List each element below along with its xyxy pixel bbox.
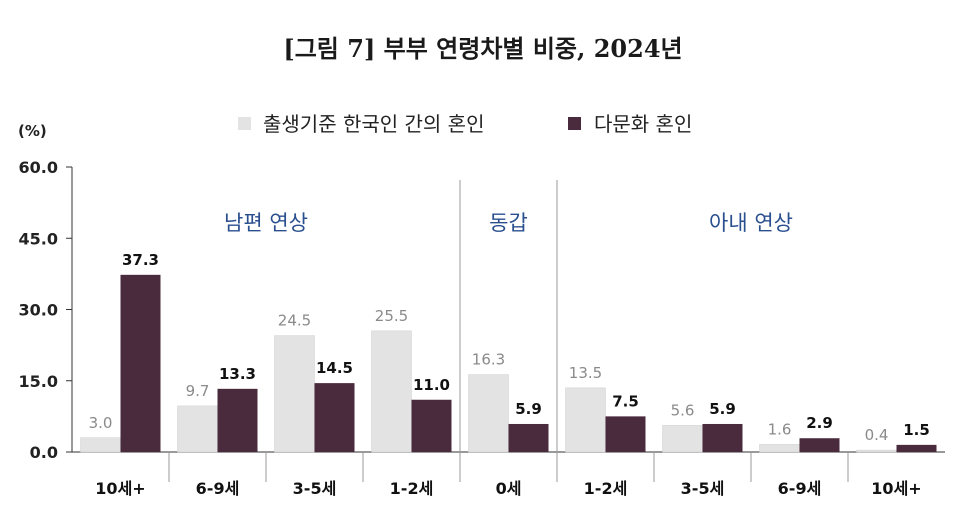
value-label-series-a: 3.0: [89, 414, 113, 432]
value-label-series-a: 9.7: [186, 382, 210, 400]
bar-series-b: [120, 274, 161, 452]
value-label-series-b: 1.5: [903, 421, 930, 439]
bar-series-a: [565, 387, 606, 453]
group-label: 동갑: [489, 211, 528, 235]
bar-series-a: [662, 425, 703, 453]
value-label-series-a: 1.6: [768, 420, 792, 438]
legend-swatch-series-a: [238, 117, 251, 130]
bar-series-a: [274, 335, 315, 453]
value-label-series-a: 5.6: [671, 401, 695, 419]
value-label-series-b: 7.5: [612, 392, 639, 410]
group-labels: 남편 연상 동갑 아내 연상: [224, 211, 793, 235]
bars: 3.0 37.3 9.7 13.3 24.5 14.5 25.5 11.0 16.3 5.9 13.…: [80, 251, 937, 453]
x-category-label: 3-5세: [681, 479, 725, 498]
x-category-label: 0세: [496, 479, 522, 498]
x-category-label: 3-5세: [293, 479, 337, 498]
value-label-series-b: 11.0: [413, 376, 450, 394]
y-axis-ticks: 0.0 15.0 30.0 45.0 60.0: [19, 158, 72, 462]
bar-series-b: [411, 399, 452, 452]
y-unit-label: (%): [18, 122, 47, 140]
value-label-series-a: 25.5: [375, 307, 408, 325]
legend-label-series-a: 출생기준 한국인 간의 혼인: [263, 112, 484, 136]
y-tick-label: 0.0: [30, 443, 58, 462]
bar-series-a: [80, 437, 121, 453]
value-label-series-b: 13.3: [219, 365, 256, 383]
legend-label-series-b: 다문화 혼인: [594, 112, 692, 136]
value-label-series-b: 2.9: [806, 414, 833, 432]
value-label-series-b: 5.9: [709, 400, 736, 418]
legend-swatch-series-b: [568, 117, 581, 130]
group-dividers: [459, 180, 558, 452]
bar-series-b: [702, 423, 743, 452]
bar-series-b: [508, 423, 549, 452]
x-category-label: 1-2세: [584, 479, 628, 498]
x-category-label: 10세+: [95, 479, 145, 498]
x-axis-labels: 10세+ 6-9세 3-5세 1-2세 0세 1-2세 3-5세 6-9세 10세+: [95, 452, 922, 498]
value-label-series-b: 5.9: [515, 400, 542, 418]
y-tick-label: 30.0: [19, 301, 58, 320]
value-label-series-a: 13.5: [569, 364, 602, 382]
value-label-series-b: 37.3: [122, 251, 159, 269]
x-category-label: 6-9세: [778, 479, 822, 498]
legend: 출생기준 한국인 간의 혼인 다문화 혼인: [238, 112, 692, 136]
group-label: 남편 연상: [224, 211, 308, 235]
value-label-series-b: 14.5: [316, 359, 353, 377]
value-label-series-a: 24.5: [278, 312, 311, 330]
value-label-series-a: 0.4: [865, 426, 889, 444]
bar-series-b: [605, 416, 646, 452]
value-label-series-a: 16.3: [472, 351, 505, 369]
y-tick-label: 60.0: [19, 158, 58, 177]
x-category-label: 10세+: [871, 479, 921, 498]
y-tick-label: 15.0: [19, 372, 58, 391]
bar-series-a: [468, 374, 509, 453]
bar-series-a: [177, 405, 218, 453]
bar-series-b: [217, 388, 258, 452]
bar-series-a: [856, 449, 897, 453]
bar-series-b: [314, 383, 355, 452]
group-label: 아내 연상: [709, 211, 793, 235]
y-tick-label: 45.0: [19, 229, 58, 248]
bar-series-a: [759, 444, 800, 453]
x-category-label: 1-2세: [390, 479, 434, 498]
bar-series-b: [799, 438, 840, 452]
chart-title: [그림 7] 부부 연령차별 비중, 2024년: [283, 34, 682, 63]
bar-series-b: [896, 444, 937, 452]
bar-series-a: [371, 330, 412, 453]
x-category-label: 6-9세: [196, 479, 240, 498]
